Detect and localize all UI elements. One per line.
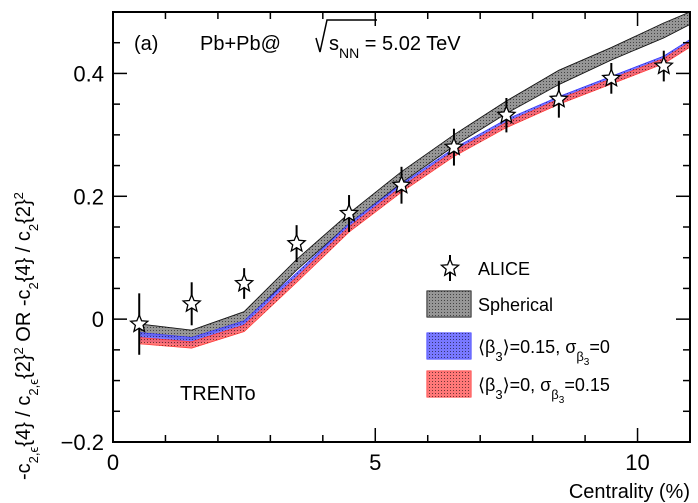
legend-item: ⟨β3⟩=0.15, σβ3=0 [426,332,610,368]
y-tick-labels: −0.2 0 0.2 0.4 [61,61,104,455]
legend-label: ⟨β3⟩=0, σβ3=0.15 [478,375,610,406]
y-axis-title: -c2,ϵ{4} / c2,ϵ{2}2 OR -c2{4} / c2{2}2 [11,192,41,480]
alice-point [181,282,202,326]
legend-label: Spherical [478,295,553,315]
band-texture [139,42,690,349]
band-fill [138,41,691,349]
alice-point [129,293,150,355]
y-tick-label: 0.2 [73,184,104,209]
star-marker [496,104,517,124]
legend-swatch-texture [427,371,471,397]
band-2 [138,41,691,349]
x-tick-label: 10 [625,450,649,475]
legend-label: ⟨β3⟩=0.15, σβ3=0 [478,337,610,368]
panel-label: (a) [134,33,158,55]
star-marker [129,313,150,333]
star-marker [286,232,307,253]
alice-point [443,128,465,166]
alice-point [233,268,255,299]
y-tick-label: 0 [92,307,104,332]
legend: ALICE Spherical ⟨β3⟩=0.15, σβ3=0 ⟨β3⟩=0, σβ… [426,255,610,406]
star-marker [181,293,202,313]
x-axis-title: Centrality (%) [569,481,690,503]
alice-point [496,98,517,133]
alice-point [548,80,570,118]
x-tick-labels: 0 5 10 [107,450,650,475]
model-label: TRENTo [180,383,256,405]
alice-point [286,225,307,263]
legend-swatch-texture [427,291,471,317]
alice-point [601,62,622,94]
alice-data-points [129,50,674,355]
svg-text:Pb+Pb@: Pb+Pb@ [200,33,281,55]
legend-item: ⟨β3⟩=0, σβ3=0.15 [426,370,610,406]
collision-system-label: Pb+Pb@ sNN = 5.02 TeV [200,19,461,61]
star-marker [391,174,412,194]
legend-swatch-texture [427,333,471,359]
svg-text:sNN = 5.02 TeV: sNN = 5.02 TeV [329,33,461,61]
legend-label: ALICE [478,259,530,279]
star-marker [338,202,360,223]
x-tick-label: 5 [369,450,381,475]
legend-item: Spherical [426,290,553,318]
star-marker [653,55,674,75]
x-tick-label: 0 [107,450,119,475]
y-tick-label: −0.2 [61,430,104,455]
model-bands [138,11,691,349]
legend-item: ALICE [439,255,530,281]
alice-point [653,50,674,82]
star-marker [233,272,255,293]
star-marker [443,136,465,156]
star-marker [601,67,622,87]
y-tick-label: 0.4 [73,61,104,86]
band-texture [139,12,690,340]
alice-point [391,166,412,204]
axis-ticks [112,11,691,443]
star-marker [548,88,570,108]
legend-marker [439,257,461,277]
alice-point [338,195,360,232]
